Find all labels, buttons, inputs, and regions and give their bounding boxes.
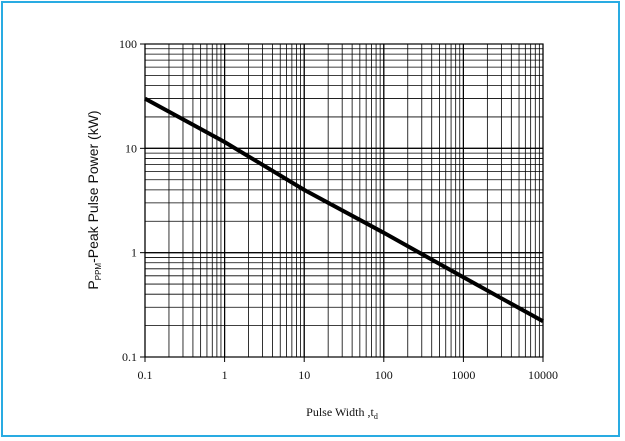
x-tick-labels: 0.1 1 10 100 1000 10000 — [138, 357, 558, 382]
y-tick-label: 1 — [131, 246, 137, 260]
chart-frame — [1, 1, 620, 437]
x-tick-label: 1000 — [451, 368, 475, 382]
y-tick-label: 100 — [119, 37, 137, 51]
x-tick-label: 0.1 — [138, 368, 153, 382]
series-line — [144, 96, 544, 324]
y-axis-title: PPPM-Peak Pulse Power (kW) — [85, 110, 103, 289]
x-axis-title: Pulse Width ,td — [306, 405, 378, 421]
y-tick-label: 10 — [125, 141, 137, 155]
grid — [144, 43, 544, 358]
y-tick-label: 0.1 — [122, 350, 137, 364]
plot-area-border — [144, 43, 544, 358]
x-tick-label: 1 — [222, 368, 228, 382]
y-tick-labels: 0.1 1 10 100 — [119, 37, 145, 364]
x-tick-label: 10 — [298, 368, 310, 382]
x-tick-label: 10000 — [528, 368, 558, 382]
x-tick-label: 100 — [375, 368, 393, 382]
series-group — [144, 96, 544, 324]
